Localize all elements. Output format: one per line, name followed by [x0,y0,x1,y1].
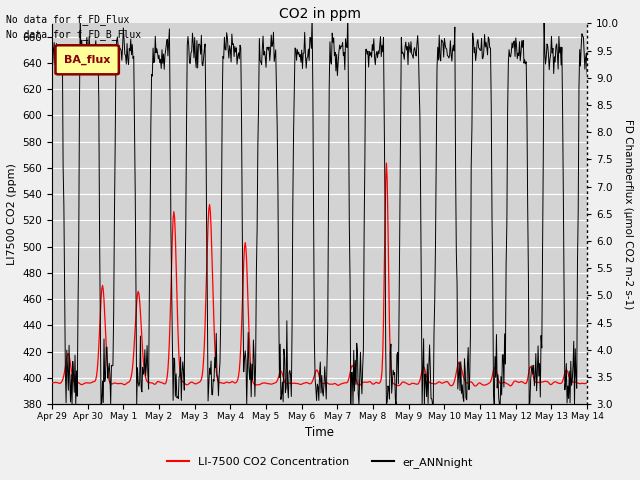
Y-axis label: LI7500 CO2 (ppm): LI7500 CO2 (ppm) [7,163,17,265]
X-axis label: Time: Time [305,426,334,440]
Legend: LI-7500 CO2 Concentration, er_ANNnight: LI-7500 CO2 Concentration, er_ANNnight [163,452,477,472]
Title: CO2 in ppm: CO2 in ppm [278,7,360,21]
Text: BA_flux: BA_flux [64,55,110,65]
Text: No data for f_FD_B_Flux: No data for f_FD_B_Flux [6,29,141,40]
Text: No data for f_FD_Flux: No data for f_FD_Flux [6,13,130,24]
Y-axis label: FD Chamberflux (µmol CO2 m-2 s-1): FD Chamberflux (µmol CO2 m-2 s-1) [623,119,633,309]
FancyBboxPatch shape [56,45,119,74]
